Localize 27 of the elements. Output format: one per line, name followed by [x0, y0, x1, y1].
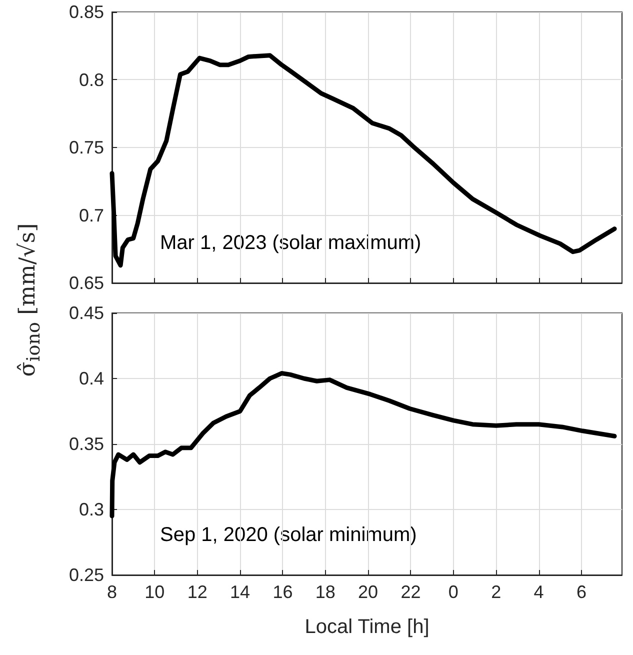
y-tick-label: 0.3 — [78, 500, 104, 520]
x-tick-label: 20 — [358, 582, 378, 602]
x-tick-label: 8 — [106, 582, 118, 602]
line-series — [110, 53, 617, 268]
y-tick-label: 0.7 — [78, 205, 104, 226]
x-tick-label: 22 — [400, 582, 421, 602]
annotation: Mar 1, 2023 (solar maximum) — [160, 232, 422, 254]
x-tick-label: 16 — [272, 582, 293, 602]
y-tick-label: 0.75 — [68, 138, 104, 158]
line-series — [110, 371, 617, 518]
x-tick-label: 2 — [491, 582, 502, 602]
x-tick-label: 10 — [144, 582, 165, 602]
annotation: Sep 1, 2020 (solar minimum) — [160, 524, 417, 546]
y-tick-label: 0.4 — [78, 368, 104, 388]
x-tick-label: 14 — [230, 582, 250, 602]
x-tick-label: 4 — [534, 582, 544, 602]
x-tick-label: 12 — [187, 582, 208, 602]
y-tick-label: 0.8 — [78, 70, 104, 90]
x-tick-label: 0 — [448, 582, 458, 602]
y-tick-label: 0.65 — [68, 273, 104, 293]
y-tick-label: 0.25 — [68, 565, 104, 585]
x-axis-title: Local Time [h] — [304, 616, 430, 638]
y-tick-label: 0.85 — [68, 2, 104, 22]
x-tick-label: 18 — [315, 582, 336, 602]
x-tick-label: 6 — [576, 582, 586, 602]
y-tick-label: 0.45 — [68, 303, 104, 323]
y-tick-label: 0.35 — [68, 434, 104, 454]
